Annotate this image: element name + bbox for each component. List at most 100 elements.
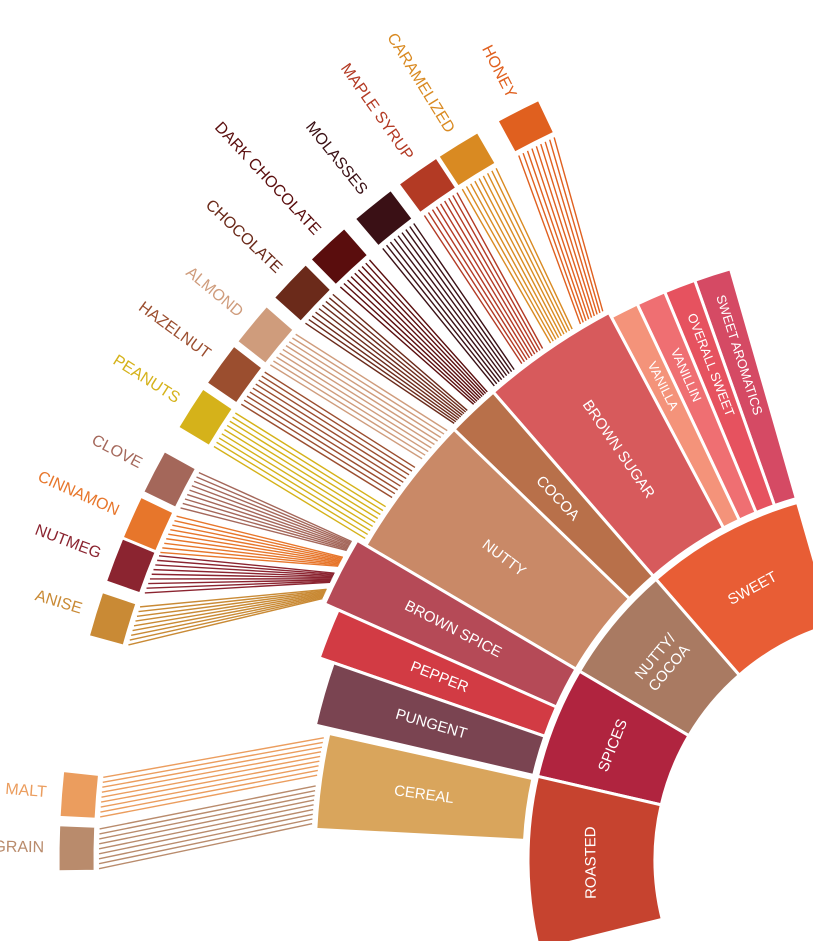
leaf-label: MOLASSES — [302, 119, 370, 198]
stripe — [187, 493, 349, 548]
flavor-box — [103, 535, 159, 596]
stripe — [423, 215, 523, 365]
stripe — [146, 580, 331, 589]
stripe — [456, 192, 544, 349]
stripe — [229, 420, 381, 516]
stripe — [409, 226, 513, 372]
stripe — [452, 195, 541, 351]
stripe — [347, 279, 478, 402]
stripe — [139, 588, 327, 608]
stripe — [184, 498, 349, 549]
stripe — [431, 209, 528, 361]
stripe — [292, 337, 445, 435]
leaf-label: CINNAMON — [35, 468, 121, 519]
stripe — [273, 360, 426, 456]
stripe — [98, 823, 313, 870]
stripe — [240, 403, 393, 499]
stripe — [170, 528, 342, 562]
stripe — [155, 564, 334, 577]
stripe — [103, 737, 324, 779]
stripes — [98, 137, 604, 870]
stripe — [350, 276, 480, 401]
stripe — [279, 352, 432, 449]
stripe — [148, 579, 332, 585]
stripe — [182, 502, 348, 550]
stripe — [482, 175, 565, 335]
flavor-box — [56, 823, 98, 874]
stripe — [98, 818, 313, 865]
stripe — [166, 538, 341, 564]
stripe — [98, 808, 314, 855]
stripe — [382, 247, 495, 387]
flavor-box — [140, 448, 199, 511]
leaf-label: HAZELNUT — [135, 299, 213, 363]
stripe — [553, 137, 604, 312]
category-segment — [526, 774, 665, 941]
flavor-box — [395, 154, 459, 216]
stripe — [249, 391, 401, 487]
stripe — [101, 751, 322, 793]
stripe — [100, 769, 318, 813]
flavor-box — [57, 768, 102, 821]
stripe — [368, 259, 488, 393]
leaf-label: GRAIN — [0, 839, 44, 857]
stripe — [261, 375, 413, 472]
stripe — [100, 765, 319, 808]
segment-label: ROASTED — [582, 826, 600, 899]
stripe — [264, 371, 416, 469]
stripe — [174, 519, 343, 560]
stripe — [544, 141, 598, 315]
stripe — [518, 155, 582, 325]
stripe — [321, 304, 463, 416]
stripe — [101, 755, 321, 798]
stripe — [102, 746, 323, 788]
stripe — [305, 322, 455, 424]
stripe — [361, 266, 485, 396]
stripe — [461, 188, 552, 344]
stripe — [405, 229, 510, 375]
stripe — [444, 200, 536, 355]
stripe — [526, 150, 587, 321]
stripe — [255, 383, 407, 480]
flavor-box — [86, 589, 139, 649]
leaf-label: MAPLE SYRUP — [337, 61, 416, 164]
stripe — [246, 395, 399, 491]
leaf-label: MALT — [5, 781, 48, 801]
stripe — [325, 300, 465, 415]
stripe — [448, 197, 538, 353]
stripe — [258, 379, 410, 476]
leaf-label: CARAMELIZED — [383, 30, 457, 136]
stripe — [180, 507, 347, 552]
flavor-box — [494, 97, 557, 156]
stripe — [328, 297, 467, 413]
stripe — [288, 341, 442, 439]
stripe — [153, 568, 333, 578]
stripe — [393, 238, 503, 381]
stripe — [474, 180, 560, 339]
stripe — [234, 412, 387, 508]
stripe — [135, 592, 326, 622]
stripe — [465, 186, 554, 342]
stripe — [164, 542, 340, 565]
stripe — [486, 173, 568, 333]
stripe — [129, 596, 324, 641]
stripe — [540, 143, 596, 317]
leaf-label: HONEY — [478, 43, 519, 102]
stripe — [100, 760, 320, 803]
stripe — [232, 416, 384, 512]
stripe — [357, 269, 483, 398]
stripe — [354, 272, 481, 399]
stripe — [401, 232, 508, 377]
stripe — [282, 348, 435, 446]
stripe — [136, 590, 326, 618]
stripe — [218, 437, 371, 532]
stripe — [389, 241, 500, 383]
stripe — [339, 286, 475, 405]
stripe — [158, 555, 335, 574]
stripe — [98, 813, 313, 860]
flavor-box — [271, 261, 334, 325]
stripe — [226, 424, 379, 520]
stripe — [252, 387, 404, 483]
